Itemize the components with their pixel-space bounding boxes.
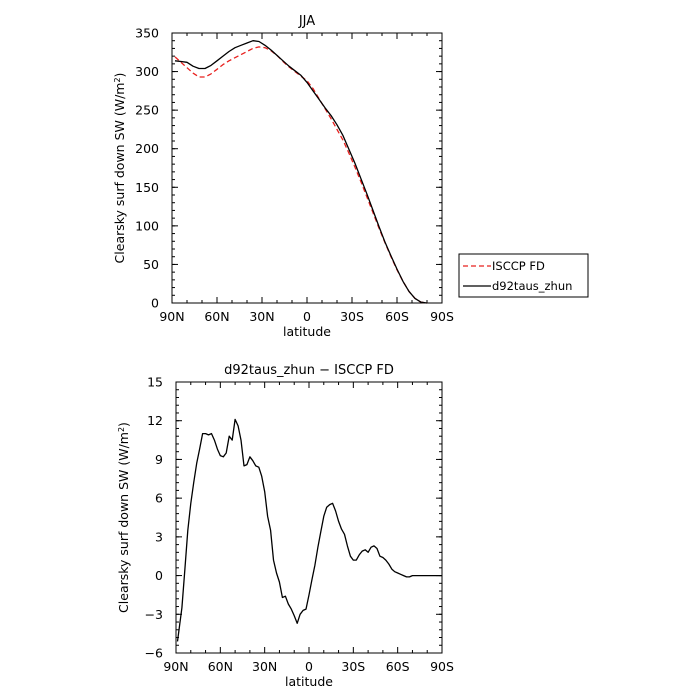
y-axis-title: Clearsky surf down SW (W/m2) [112,73,127,264]
y-tick-label: 50 [143,257,159,272]
y-tick-label: 100 [135,218,159,233]
plot-title: JJA [298,14,315,29]
bottom-plot: 90N 60N 30N 0 30S 60S 90S −6 −3 0 3 6 9 12 15 d92taus_z… [116,363,454,689]
x-tick-label: 60N [204,309,229,324]
x-tick-label: 90N [159,309,184,324]
y-tick-label: 200 [135,141,159,156]
x-tick-label: 0 [305,659,313,674]
x-tick-label: 30S [341,659,365,674]
legend-box [458,253,589,298]
top-plot: 90N 60N 30N 0 30S 60S 90S 0 50 100 150 200 250 300 350… [112,14,589,339]
y-tick-label: 350 [135,26,159,41]
x-tick-label: 90N [163,659,188,674]
x-tick-label: 60S [386,659,410,674]
y-tick-label: 9 [155,452,163,467]
legend-label: ISCCP FD [492,259,545,273]
x-tick-label: 60S [385,309,409,324]
y-tick-label: 0 [155,568,163,583]
x-axis-title: latitude [285,674,333,689]
y-tick-label: 15 [147,375,163,390]
x-tick-label: 90S [430,659,454,674]
x-tick-label: 30S [340,309,364,324]
series-line [174,46,428,304]
y-tick-label: 0 [151,296,159,311]
y-tick-label: 300 [135,64,159,79]
legend-label: d92taus_zhun [492,279,572,293]
series-line [174,40,428,304]
x-axis-title: latitude [283,324,331,339]
y-tick-label: −3 [145,607,163,622]
x-tick-label: 0 [303,309,311,324]
y-tick-label: 12 [147,413,163,428]
y-axis-title: Clearsky surf down SW (W/m2) [116,422,131,613]
x-tick-label: 90S [430,309,454,324]
y-tick-label: 3 [155,529,163,544]
x-tick-label: 30N [249,309,274,324]
y-tick-label: −6 [145,646,163,661]
x-tick-label: 30N [252,659,277,674]
y-tick-label: 250 [135,103,159,118]
x-tick-label: 60N [208,659,233,674]
plot-title: d92taus_zhun − ISCCP FD [224,363,394,378]
plot-frame [171,32,443,304]
y-tick-label: 150 [135,180,159,195]
series-line [176,418,442,642]
y-tick-label: 6 [155,491,163,506]
plot-frame [175,381,443,654]
